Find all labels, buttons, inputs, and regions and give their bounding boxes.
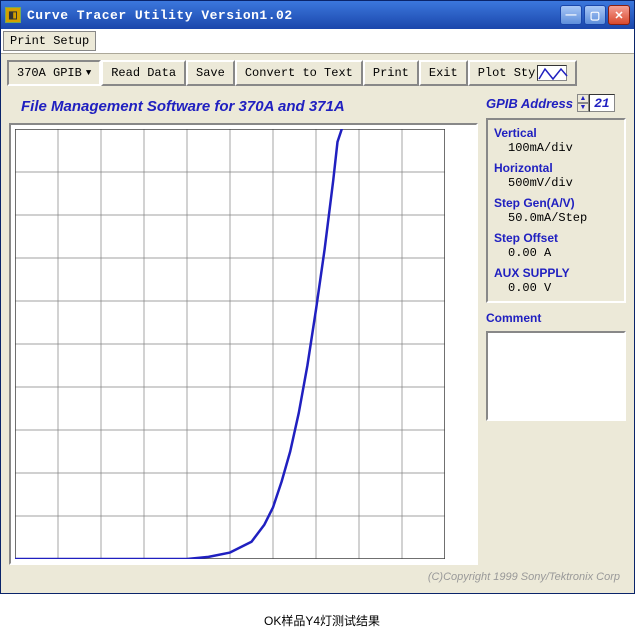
figure-caption: OK样品Y4灯测试结果 <box>0 612 644 629</box>
read-data-button[interactable]: Read Data <box>101 60 186 86</box>
aux-value: 0.00 V <box>508 281 618 295</box>
exit-button[interactable]: Exit <box>419 60 468 86</box>
gpib-label: GPIB Address <box>486 96 573 111</box>
comment-box[interactable] <box>486 331 626 421</box>
right-panel: GPIB Address ▲ ▼ 21 Vertical 100mA/div <box>486 94 626 565</box>
gpib-spinner[interactable]: ▲ ▼ 21 <box>577 94 615 112</box>
chart-frame <box>9 123 478 565</box>
device-select-dropdown[interactable]: 370A GPIB ▼ <box>7 60 101 86</box>
gpib-value[interactable]: 21 <box>589 94 615 112</box>
app-icon: ◧ <box>5 7 21 23</box>
close-button[interactable]: ✕ <box>608 5 630 25</box>
chart-title: File Management Software for 370A and 37… <box>21 98 478 115</box>
chart-svg <box>15 129 445 559</box>
minimize-button[interactable]: — <box>560 5 582 25</box>
vertical-value: 100mA/div <box>508 141 618 155</box>
menu-print-setup[interactable]: Print Setup <box>3 31 96 51</box>
dropdown-icon: ▼ <box>86 68 91 78</box>
aux-label: AUX SUPPLY <box>494 266 618 280</box>
toolbar: 370A GPIB ▼ Read Data Save Convert to Te… <box>7 60 628 86</box>
convert-button[interactable]: Convert to Text <box>235 60 363 86</box>
maximize-button[interactable]: ▢ <box>584 5 606 25</box>
vertical-label: Vertical <box>494 126 618 140</box>
horizontal-label: Horizontal <box>494 161 618 175</box>
chart-area <box>15 129 445 559</box>
save-button[interactable]: Save <box>186 60 235 86</box>
stepgen-label: Step Gen(A/V) <box>494 196 618 210</box>
comment-label: Comment <box>486 311 626 325</box>
stepoffset-value: 0.00 A <box>508 246 618 260</box>
stepoffset-label: Step Offset <box>494 231 618 245</box>
client-area: 370A GPIB ▼ Read Data Save Convert to Te… <box>1 54 634 593</box>
stepgen-value: 50.0mA/Step <box>508 211 618 225</box>
print-button[interactable]: Print <box>363 60 419 86</box>
plot-style-sample-icon <box>537 65 567 81</box>
gpib-up-button[interactable]: ▲ <box>577 94 589 103</box>
device-select-label: 370A GPIB <box>17 66 82 80</box>
window-title: Curve Tracer Utility Version1.02 <box>27 8 560 23</box>
params-box: Vertical 100mA/div Horizontal 500mV/div … <box>486 118 626 303</box>
plot-style-button[interactable]: Plot Sty <box>468 60 578 86</box>
menubar: Print Setup <box>1 29 634 54</box>
app-window: ◧ Curve Tracer Utility Version1.02 — ▢ ✕… <box>0 0 635 594</box>
gpib-down-button[interactable]: ▼ <box>577 103 589 112</box>
titlebar[interactable]: ◧ Curve Tracer Utility Version1.02 — ▢ ✕ <box>1 1 634 29</box>
copyright-text: (C)Copyright 1999 Sony/Tektronix Corp <box>7 569 628 587</box>
plot-style-label: Plot Sty <box>478 66 536 80</box>
horizontal-value: 500mV/div <box>508 176 618 190</box>
